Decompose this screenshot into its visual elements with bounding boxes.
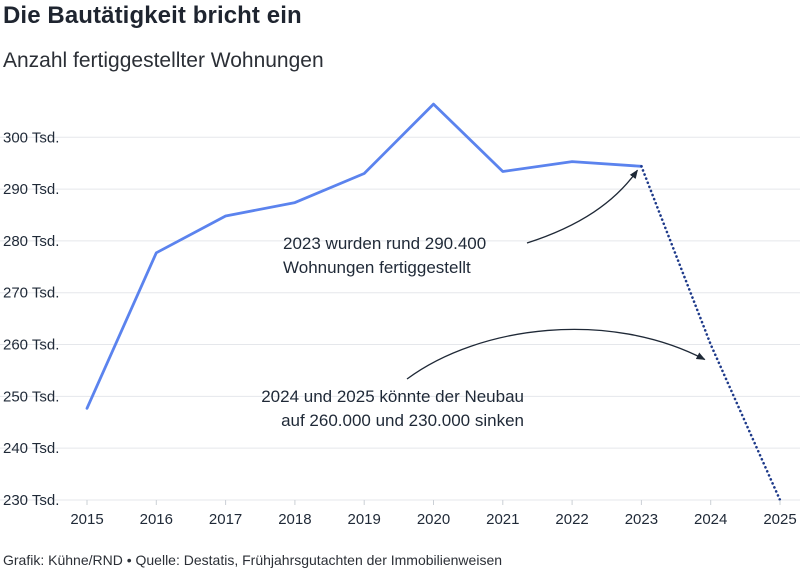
y-tick-label: 230 Tsd. [3,492,59,509]
y-tick-label: 270 Tsd. [3,285,59,302]
x-tick-label: 2023 [625,511,658,528]
x-tick-label: 2016 [140,511,173,528]
x-tick-label: 2015 [70,511,103,528]
source-footer: Grafik: Kühne/RND • Quelle: Destatis, Fr… [3,552,503,568]
x-tick-label: 2019 [348,511,381,528]
x-tick-label: 2021 [486,511,519,528]
y-tick-label: 240 Tsd. [3,440,59,457]
x-tick-label: 2022 [555,511,588,528]
y-tick-label: 290 Tsd. [3,181,59,198]
x-tick-label: 2018 [278,511,311,528]
chart-title: Die Bautätigkeit bricht ein [3,2,302,29]
annotation-arrow [526,169,638,244]
forecast-line [640,165,782,502]
annotation-forecast: 2024 und 2025 könnte der Neubau auf 260.0… [261,387,524,430]
x-tick-label: 2025 [763,511,796,528]
y-tick-label: 300 Tsd. [3,129,59,146]
y-tick-label: 280 Tsd. [3,233,59,250]
x-tick-label: 2024 [694,511,727,528]
annotation-2023: 2023 wurden rund 290.400 Wohnungen fertig… [283,234,486,277]
annotation-arrow [406,328,706,380]
x-tick-label: 2017 [209,511,242,528]
y-tick-label: 250 Tsd. [3,388,59,405]
x-tick-label: 2020 [417,511,450,528]
actual-line [85,102,643,410]
chart-subtitle: Anzahl fertiggestellter Wohnungen [3,49,324,72]
y-tick-label: 260 Tsd. [3,337,59,354]
